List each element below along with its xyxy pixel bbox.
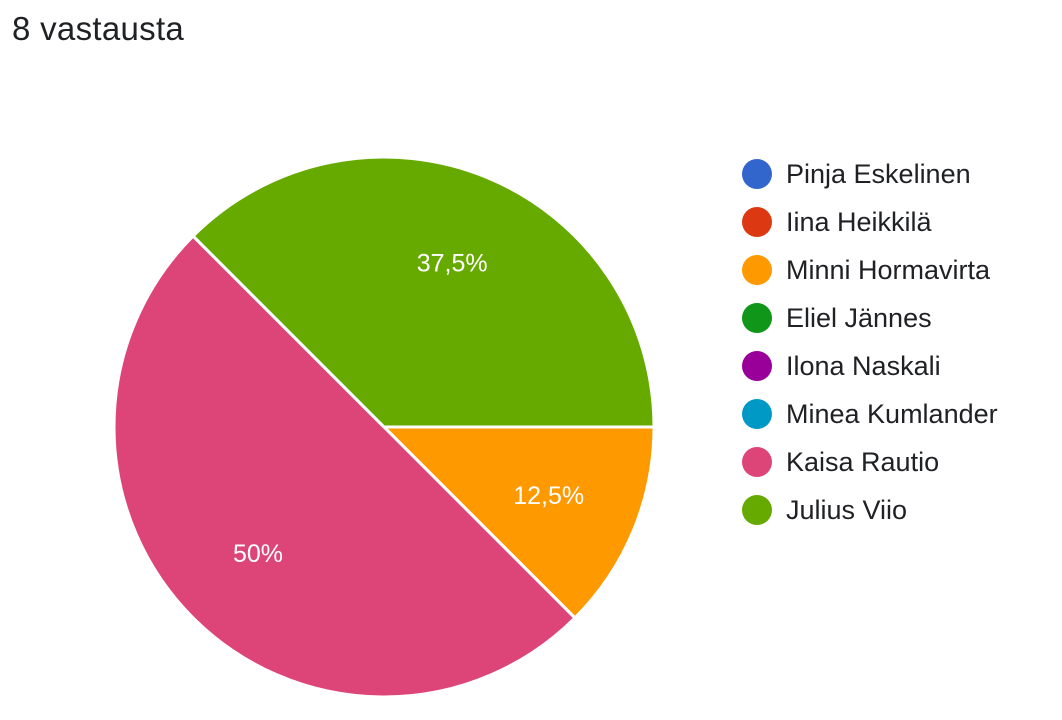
response-count: 8 vastausta xyxy=(12,10,185,47)
legend-label: Julius Viio xyxy=(786,494,908,525)
legend-item[interactable]: Pinja Eskelinen xyxy=(742,150,998,198)
legend-label: Minea Kumlander xyxy=(786,398,998,429)
slice-percent-label: 37,5% xyxy=(417,249,488,277)
legend-color-dot xyxy=(742,159,772,189)
legend-label: Ilona Naskali xyxy=(786,350,941,381)
legend-color-dot xyxy=(742,495,772,525)
legend-color-dot xyxy=(742,255,772,285)
legend-item[interactable]: Kaisa Rautio xyxy=(742,438,998,486)
slice-percent-label: 12,5% xyxy=(513,482,584,510)
legend-item[interactable]: Ilona Naskali xyxy=(742,342,998,390)
legend-color-dot xyxy=(742,399,772,429)
legend-color-dot xyxy=(742,351,772,381)
legend-item[interactable]: Eliel Jännes xyxy=(742,294,998,342)
pie-slice-minni-hormavirta[interactable] xyxy=(380,425,656,621)
legend-label: Iina Heikkilä xyxy=(786,206,932,237)
legend-label: Kaisa Rautio xyxy=(786,446,940,477)
pie-slice-julius-viio[interactable] xyxy=(190,155,656,429)
legend-item[interactable]: Minea Kumlander xyxy=(742,390,998,438)
legend-color-dot xyxy=(742,303,772,333)
legend-color-dot xyxy=(742,207,772,237)
legend-label: Minni Hormavirta xyxy=(786,254,991,285)
legend-color-dot xyxy=(742,447,772,477)
legend-item[interactable]: Julius Viio xyxy=(742,486,998,534)
legend-label: Eliel Jännes xyxy=(786,302,932,333)
pie-slice-kaisa-rautio[interactable] xyxy=(112,233,578,699)
slice-percent-label: 50% xyxy=(233,540,283,568)
legend-item[interactable]: Minni Hormavirta xyxy=(742,246,998,294)
legend-label: Pinja Eskelinen xyxy=(786,158,971,189)
legend-item[interactable]: Iina Heikkilä xyxy=(742,198,998,246)
chart-legend: Pinja Eskelinen Iina Heikkilä Minni Hormav… xyxy=(742,150,998,534)
